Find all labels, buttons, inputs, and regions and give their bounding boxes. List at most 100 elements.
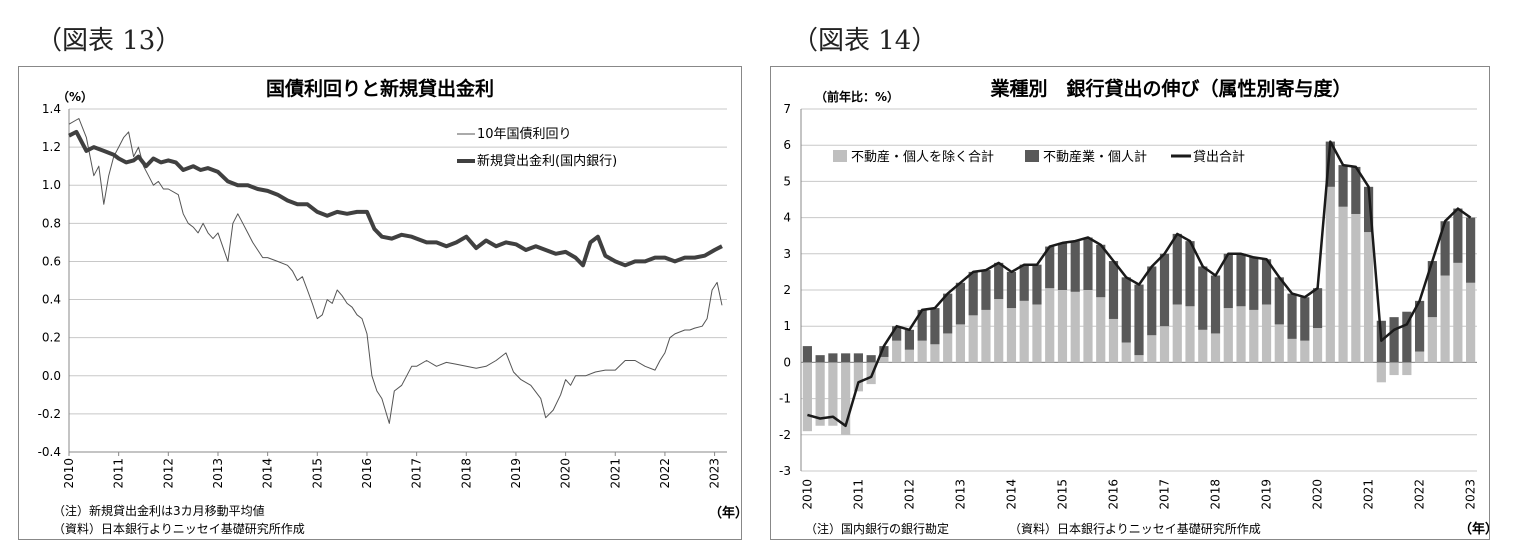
bar-segment-a xyxy=(1427,317,1437,363)
x-tick-label: 2020 xyxy=(559,458,573,489)
x-unit-label: （年） xyxy=(709,505,741,521)
x-tick-label: 2020 xyxy=(1311,479,1325,510)
x-tick-label: 2016 xyxy=(360,458,374,489)
bar-segment-a xyxy=(1147,335,1157,363)
bar-segment-b xyxy=(1121,277,1131,343)
bar-segment-b xyxy=(968,271,978,316)
x-tick-label: 2017 xyxy=(410,458,424,489)
legend-label-b: 不動産業・個人計 xyxy=(1043,149,1147,165)
bar-segment-a xyxy=(1402,362,1412,376)
x-tick-label: 2015 xyxy=(310,458,324,489)
bar-segment-a xyxy=(1134,355,1144,363)
bar-segment-a xyxy=(1083,290,1093,363)
y-tick-label: 2 xyxy=(783,283,791,297)
x-tick-label: 2019 xyxy=(509,458,523,489)
y-unit-label: （%） xyxy=(57,89,93,104)
bar-segment-a xyxy=(1300,340,1310,363)
legend-label-total: 貸出合計 xyxy=(1193,149,1245,165)
bar-segment-a xyxy=(1274,324,1284,363)
y-tick-label: -2 xyxy=(779,428,791,442)
bar-segment-a xyxy=(1363,232,1374,363)
bar-segment-b xyxy=(1249,257,1259,310)
note-2: （資料）日本銀行よりニッセイ基礎研究所作成 xyxy=(53,521,305,536)
bar-segment-b xyxy=(1287,293,1297,339)
note-1: （注）国内銀行の銀行勘定 xyxy=(805,521,949,536)
bar-segment-b xyxy=(1070,241,1080,292)
x-tick-label: 2013 xyxy=(953,479,967,510)
bar-segment-b xyxy=(802,346,812,363)
series-line-0 xyxy=(68,118,723,424)
y-tick-label: 0 xyxy=(783,355,791,369)
bar-segment-b xyxy=(1198,266,1208,330)
bar-segment-b xyxy=(1134,284,1144,356)
bar-segment-b xyxy=(1096,244,1106,298)
bar-segment-b xyxy=(1415,300,1425,352)
bar-segment-a xyxy=(943,333,953,363)
y-unit-label: （前年比：%） xyxy=(815,89,899,104)
bar-segment-a xyxy=(1236,306,1246,363)
bar-segment-a xyxy=(1312,328,1323,363)
x-tick-label: 2023 xyxy=(1464,479,1478,510)
y-tick-label: 1.2 xyxy=(42,140,61,154)
x-tick-label: 2010 xyxy=(62,458,76,489)
bar-segment-b xyxy=(1210,275,1221,334)
bar-segment-a xyxy=(1185,306,1195,363)
figure-13-label: （図表 13） xyxy=(36,26,182,56)
x-tick-label: 2022 xyxy=(658,458,672,489)
y-tick-label: 0.2 xyxy=(42,331,61,345)
bar-segment-a xyxy=(1415,351,1425,363)
chart-panel-14: 業種別 銀行貸出の伸び（属性別寄与度） （前年比：%） 7 6 5 4 3 2 1 0 -1 -2 -3… xyxy=(770,66,1490,540)
bar-segment-b xyxy=(892,326,902,341)
bar-segment-b xyxy=(1236,253,1246,307)
chart-title: 国債利回りと新規貸出金利 xyxy=(266,77,494,100)
bar-segment-a xyxy=(802,362,812,432)
bar-segment-b xyxy=(1019,264,1029,301)
bar-segment-b xyxy=(841,353,851,363)
x-tick-label: 2011 xyxy=(112,458,126,489)
bar-segment-a xyxy=(1019,300,1029,363)
x-tick-label: 2018 xyxy=(1209,479,1223,510)
bar-segment-b xyxy=(1466,217,1476,283)
bar-segment-b xyxy=(1032,264,1042,305)
legend-label-1: 新規貸出金利(国内銀行) xyxy=(477,153,617,169)
bar-segment-b xyxy=(930,308,940,345)
bar-segment-b xyxy=(1312,288,1323,329)
y-tick-label: 0.4 xyxy=(42,293,61,307)
bar-segment-b xyxy=(815,355,825,363)
bar-segment-b xyxy=(1083,237,1093,290)
bar-segment-a xyxy=(981,309,991,363)
chart-title: 業種別 銀行貸出の伸び（属性別寄与度） xyxy=(989,77,1351,100)
y-tick-label: 7 xyxy=(783,102,791,116)
bar-segment-a xyxy=(1261,304,1272,363)
bar-segment-b xyxy=(994,262,1004,300)
bar-segment-a xyxy=(1351,213,1361,363)
bar-segment-a xyxy=(879,356,889,363)
bank-lending-chart: 業種別 銀行貸出の伸び（属性別寄与度） （前年比：%） 7 6 5 4 3 2 1 0 -1 -2 -3… xyxy=(779,77,1489,537)
bar-segment-a xyxy=(853,362,863,392)
bar-segment-a xyxy=(1325,186,1335,363)
bar-segment-b xyxy=(828,353,838,363)
x-tick-label: 2016 xyxy=(1106,479,1120,510)
x-tick-label: 2019 xyxy=(1260,479,1274,510)
bar-segment-b xyxy=(943,293,953,334)
bar-segment-b xyxy=(955,282,966,325)
y-tick-label: -1 xyxy=(779,392,791,406)
bar-segment-a xyxy=(904,349,915,363)
bar-segment-b xyxy=(1261,259,1272,305)
bar-segment-a xyxy=(1376,362,1386,383)
x-tick-label: 2015 xyxy=(1055,479,1069,510)
bar-segment-a xyxy=(1159,326,1170,363)
legend-label-a: 不動産・個人を除く合計 xyxy=(851,149,994,165)
legend-swatch-a xyxy=(833,150,847,162)
bar-segment-b xyxy=(1006,271,1017,309)
x-tick-label: 2022 xyxy=(1413,479,1427,510)
y-tick-label: 5 xyxy=(783,174,791,188)
bar-segment-a xyxy=(1172,304,1182,363)
bar-segment-a xyxy=(1006,308,1017,363)
x-tick-label: 2017 xyxy=(1158,479,1172,510)
bar-segment-b xyxy=(853,353,863,363)
x-tick-label: 2012 xyxy=(902,479,916,510)
x-tick-label: 2023 xyxy=(708,458,722,489)
x-unit-label: （年） xyxy=(1459,521,1489,537)
bar-segment-b xyxy=(1172,233,1182,305)
